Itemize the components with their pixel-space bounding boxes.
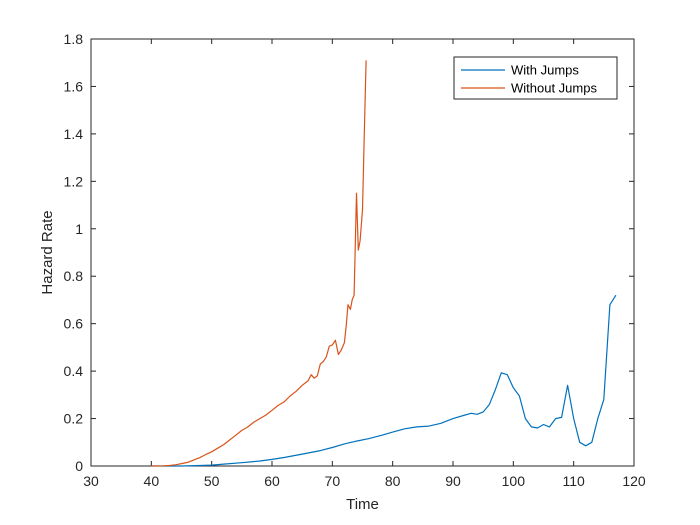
y-tick-label: 0.6 (64, 316, 84, 332)
y-tick-label: 1.6 (64, 78, 84, 94)
x-tick-label: 60 (264, 473, 280, 489)
y-tick-label: 1.8 (64, 31, 84, 47)
legend-box (453, 56, 618, 100)
x-tick-label: 50 (204, 473, 220, 489)
x-tick-label: 120 (622, 473, 646, 489)
series-line-with-jumps (151, 294, 617, 467)
x-tick-label: 30 (83, 473, 99, 489)
x-tick-label: 40 (144, 473, 160, 489)
y-tick-label: 0.8 (64, 268, 84, 284)
plot-area (90, 38, 635, 467)
x-axis-label: Time (346, 496, 379, 513)
legend: With Jumps Without Jumps (453, 56, 618, 100)
x-tick-label: 80 (385, 473, 401, 489)
y-tick-label: 1.4 (64, 126, 84, 142)
ticks-layer: 30 40 50 60 70 80 90 100 110 120 0 0.2 0.4 0.6 0.8 1 1.2… (64, 31, 646, 489)
x-tick-label: 110 (563, 473, 586, 489)
y-tick-label: 0.2 (64, 411, 84, 427)
x-tick-label: 70 (325, 473, 341, 489)
legend-label-without-jumps: Without Jumps (511, 81, 597, 96)
x-tick-label: 100 (502, 473, 526, 489)
x-tick-label: 90 (445, 473, 461, 489)
y-tick-label: 1 (75, 221, 83, 237)
y-axis-label: Hazard Rate (39, 210, 56, 294)
series-line-without-jumps (151, 60, 367, 467)
series-layer (151, 60, 617, 467)
y-tick-label: 1.2 (64, 173, 84, 189)
y-tick-label: 0 (75, 458, 83, 474)
y-tick-label: 0.4 (64, 363, 84, 379)
legend-label-with-jumps: With Jumps (511, 63, 579, 78)
